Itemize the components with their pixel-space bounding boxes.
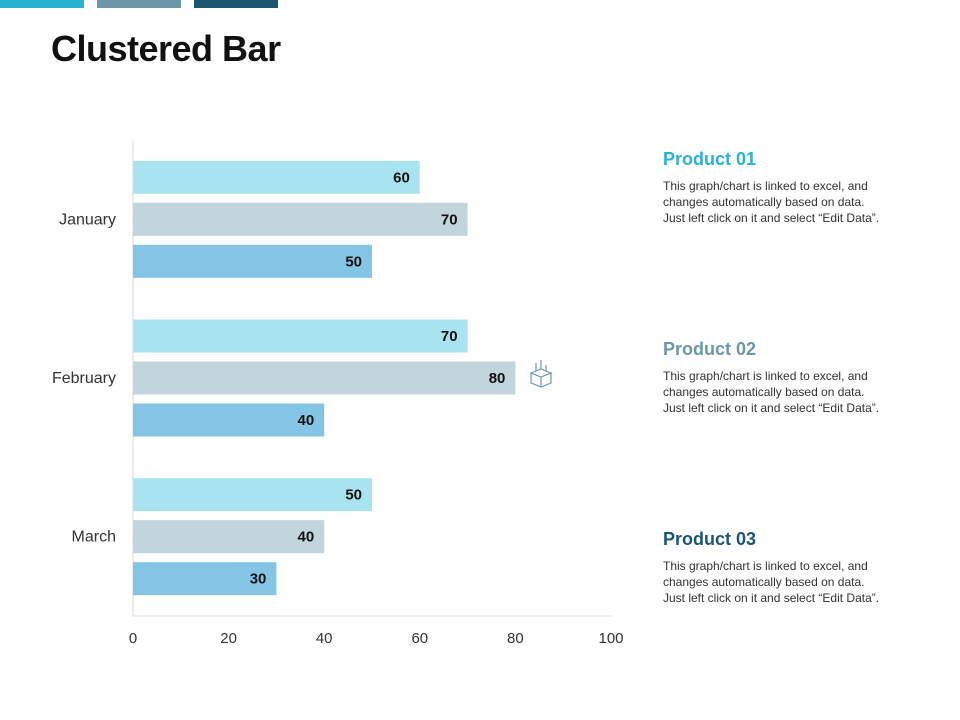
bar[interactable] <box>133 478 372 512</box>
legend-description: This graph/chart is linked to excel, and… <box>663 368 923 416</box>
data-label: 70 <box>441 328 458 345</box>
accent-bar-1 <box>0 0 84 8</box>
legend-title: Product 03 <box>663 529 757 549</box>
legend-desc-line: Just left click on it and select “Edit D… <box>663 211 880 225</box>
bar[interactable] <box>133 520 325 554</box>
bar[interactable] <box>133 160 420 194</box>
bars-group <box>132 140 611 617</box>
bar[interactable] <box>133 361 516 395</box>
legend-product-02: Product 02 This graph/chart is linked to… <box>663 339 923 416</box>
legend-desc-line: changes automatically based on data. <box>663 385 865 399</box>
labels-group: January 60 70 50 February 70 80 40 March 50 40 30 0 2… <box>52 169 624 647</box>
data-label: 30 <box>250 571 267 588</box>
bar[interactable] <box>133 562 277 596</box>
legend-desc-line: changes automatically based on data. <box>663 195 865 209</box>
category-label: February <box>52 370 116 387</box>
x-tick-label: 60 <box>411 630 428 647</box>
bar[interactable] <box>133 403 325 437</box>
accent-bar-3 <box>194 0 278 8</box>
legend-desc-line: This graph/chart is linked to excel, and <box>663 179 868 193</box>
bar[interactable] <box>133 202 468 236</box>
x-tick-label: 20 <box>220 630 237 647</box>
x-tick-label: 100 <box>598 630 623 647</box>
bar[interactable] <box>133 319 468 353</box>
legend-desc-line: Just left click on it and select “Edit D… <box>663 591 880 605</box>
legend-description: This graph/chart is linked to excel, and… <box>663 558 923 606</box>
data-label: 40 <box>298 529 315 546</box>
legend-desc-line: This graph/chart is linked to excel, and <box>663 559 868 573</box>
legend-description: This graph/chart is linked to excel, and… <box>663 178 923 226</box>
legend-product-01: Product 01 This graph/chart is linked to… <box>663 149 923 226</box>
legend-product-03: Product 03 This graph/chart is linked to… <box>663 529 923 606</box>
legend-title: Product 02 <box>663 339 757 359</box>
x-tick-label: 80 <box>507 630 524 647</box>
legend-desc-line: changes automatically based on data. <box>663 575 865 589</box>
chart-edit-icon[interactable] <box>529 360 553 388</box>
category-label: January <box>59 211 116 228</box>
page-title: Clustered Bar <box>51 28 281 69</box>
bar[interactable] <box>133 244 372 278</box>
category-label: March <box>72 529 116 546</box>
data-label: 50 <box>345 487 362 504</box>
legend-title: Product 01 <box>663 149 757 169</box>
x-tick-label: 0 <box>129 630 137 647</box>
legend-desc-line: This graph/chart is linked to excel, and <box>663 369 868 383</box>
data-label: 70 <box>441 211 458 228</box>
legend-desc-line: Just left click on it and select “Edit D… <box>663 401 880 415</box>
x-tick-label: 40 <box>316 630 333 647</box>
data-label: 80 <box>489 370 506 387</box>
data-label: 40 <box>298 412 315 429</box>
data-label: 60 <box>393 169 410 186</box>
accent-bar-2 <box>97 0 181 8</box>
data-label: 50 <box>345 253 362 270</box>
